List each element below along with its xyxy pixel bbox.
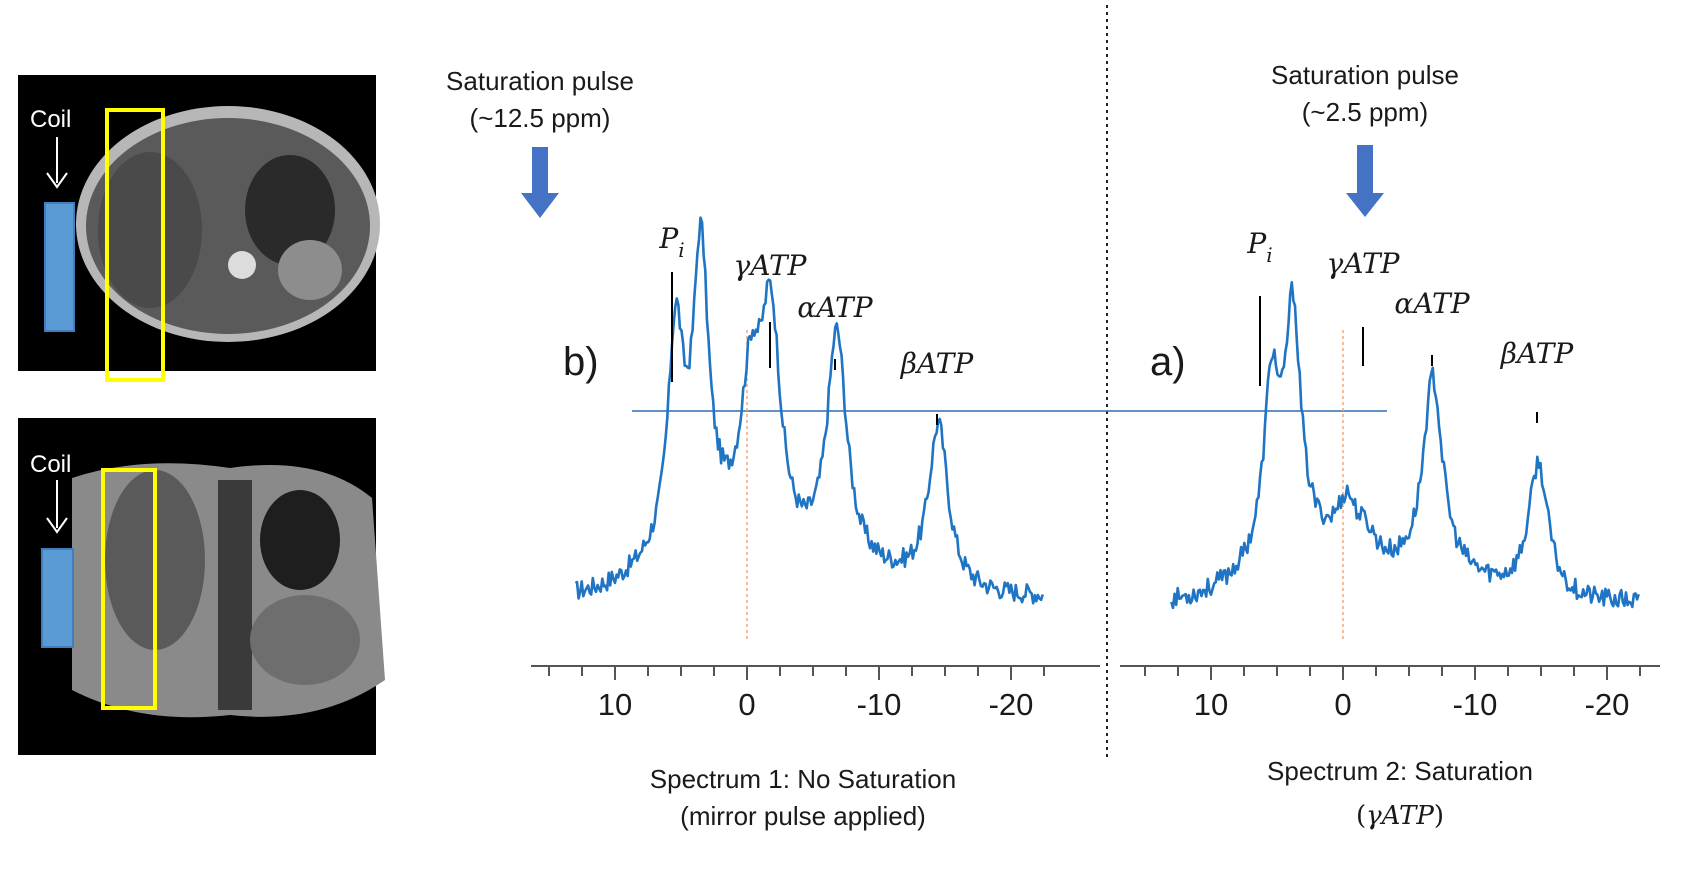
coil-rect-bottom [41, 548, 74, 648]
peak-label-greek: β [900, 347, 917, 380]
panel-label-a: a) [1150, 340, 1186, 384]
coil-label-bottom: Coil [30, 451, 71, 478]
mri-axial-vertebra [228, 251, 256, 279]
peak-label-main: P [1246, 227, 1267, 260]
mri-coronal-panel: Coil [18, 418, 385, 755]
x-tick-label: 10 [598, 687, 632, 722]
spectrum-1-x-axis: 10 0 -10 -20 [531, 665, 1100, 722]
mri-coronal-spine [218, 480, 252, 710]
peak-label-Pi: Pi [658, 222, 684, 262]
roi-box-bottom [101, 468, 157, 710]
saturation-arrow-2 [1346, 145, 1384, 217]
x-tick-label: 0 [738, 687, 755, 722]
peak-label-greek: γ [1327, 247, 1344, 280]
peak-label-rest: ATP [747, 249, 807, 282]
mri-axial-liver [98, 152, 202, 308]
x-tick-label: -10 [1453, 687, 1498, 722]
spectrum-1-panel: Saturation pulse (~12.5 ppm) b) Pi γATPαA… [446, 66, 1100, 831]
peak-label-rest: ATP [1340, 247, 1400, 280]
spectrum-2-panel: Saturation pulse (~2.5 ppm) a) Pi γATPαAT… [1120, 60, 1660, 831]
peak-label-greek: α [797, 291, 816, 324]
peak-label-sub: i [1266, 243, 1272, 267]
saturation-label-1-line1: Saturation pulse [446, 66, 634, 96]
peak-label-alphaATP: αATP [797, 291, 873, 324]
mri-axial-stomach [278, 240, 342, 300]
panel-label-b: b) [563, 340, 599, 384]
peak-label-greek: α [1394, 287, 1413, 320]
peak-label-Pi: Pi [1246, 227, 1272, 267]
x-tick-label: 10 [1194, 687, 1228, 722]
coil-arrow-top-head [46, 172, 68, 189]
saturation-label-2-line1: Saturation pulse [1271, 60, 1459, 90]
peak-label-gammaATP: γATP [734, 249, 808, 282]
saturation-label-1-line2: (~12.5 ppm) [470, 103, 611, 133]
peak-label-betaATP: βATP [900, 347, 975, 380]
spectrum-1-title-line1: Spectrum 1: No Saturation [650, 764, 956, 794]
x-tick-label: -20 [1585, 687, 1630, 722]
spectrum-2-x-axis: 10 0 -10 -20 [1120, 665, 1660, 722]
peak-label-sub: i [678, 238, 684, 262]
peak-label-rest: ATP [1410, 287, 1470, 320]
spectrum-2-title-line2: (γATP) [1356, 801, 1444, 831]
mri-axial-panel: Coil [18, 75, 380, 382]
peak-label-greek: β [1500, 337, 1517, 370]
spectrum-1-title-line2: (mirror pulse applied) [680, 801, 926, 831]
coil-rect-top [44, 202, 75, 332]
roi-box-top [105, 108, 165, 382]
peak-label-main: P [658, 222, 679, 255]
mri-coronal-stomach [260, 490, 340, 590]
peak-label-rest: ATP [914, 347, 974, 380]
peak-label-rest: ATP [1514, 337, 1574, 370]
spectrum-trace [574, 216, 1044, 605]
mri-coronal-kidney [250, 595, 360, 685]
spectrum-2-title-greek: γ [1366, 801, 1382, 831]
peak-label-alphaATP: αATP [1394, 287, 1470, 320]
spectrum-trace [1170, 280, 1640, 610]
x-tick-label: -10 [857, 687, 902, 722]
saturation-arrow-1 [521, 147, 559, 218]
x-tick-label: -20 [989, 687, 1034, 722]
peak-label-gammaATP: γATP [1327, 247, 1401, 280]
peak-label-betaATP: βATP [1500, 337, 1575, 370]
coil-label-top: Coil [30, 106, 71, 133]
spectrum-2-title-rest: ATP [1380, 801, 1435, 831]
mri-axial-bowel [245, 155, 335, 265]
peak-label-greek: γ [734, 249, 751, 282]
x-tick-label: 0 [1334, 687, 1351, 722]
coil-arrow-bottom-head [46, 517, 68, 534]
saturation-label-2-line2: (~2.5 ppm) [1302, 97, 1428, 127]
spectrum-2-title-line1: Spectrum 2: Saturation [1267, 756, 1533, 786]
peak-label-rest: ATP [813, 291, 873, 324]
